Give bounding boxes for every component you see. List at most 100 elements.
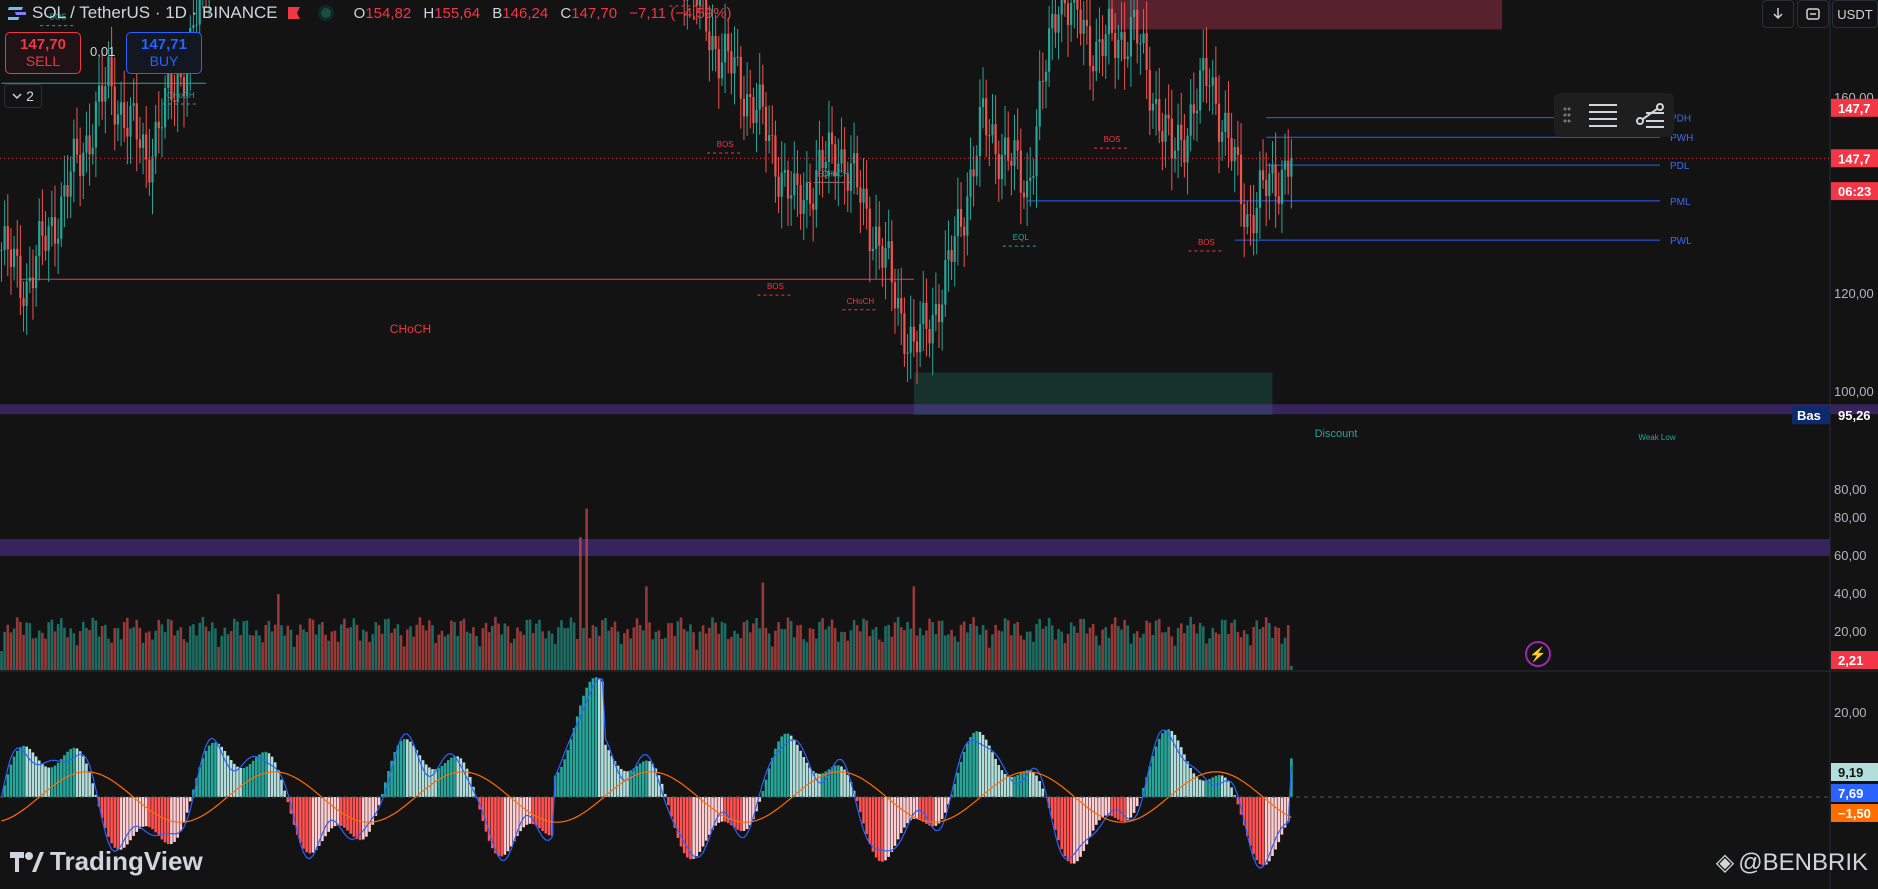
oscillator-bar — [947, 797, 950, 805]
volume-bar — [1072, 626, 1076, 670]
oscillator-bar — [56, 762, 60, 797]
flag-icon[interactable] — [287, 7, 300, 19]
volume-bar — [752, 623, 755, 670]
oscillator-bar — [47, 767, 50, 797]
candle-body — [44, 235, 47, 251]
sell-button[interactable]: 147,70 SELL — [5, 32, 81, 74]
chart-header: SOL / TetherUS · 1D · BINANCE O154,82 H1… — [0, 0, 740, 26]
candle-body — [12, 248, 16, 267]
oscillator-bar — [63, 755, 66, 797]
oscillator-bar — [1164, 729, 1167, 797]
volume-bar — [714, 622, 717, 670]
volume-bar — [1227, 633, 1230, 670]
volume-bar — [843, 631, 846, 670]
volume-bar — [934, 634, 938, 670]
oscillator-bar — [516, 797, 519, 836]
oscillator-bar — [201, 758, 205, 797]
oscillator-bar — [641, 761, 645, 797]
oscillator-bar — [377, 797, 381, 806]
oscillator-bar — [1283, 797, 1287, 828]
oscillator-bar — [887, 797, 890, 857]
oscillator-bar — [843, 769, 846, 797]
download-button[interactable] — [1762, 0, 1794, 28]
volume-bar — [12, 628, 16, 670]
oscillator-bar — [1110, 797, 1114, 817]
object-tree-icon[interactable] — [1587, 101, 1619, 129]
oscillator-bar — [1044, 797, 1048, 798]
volume-bar — [88, 629, 91, 670]
volume-bar — [361, 629, 365, 670]
candle-body — [19, 255, 22, 299]
volume-bar — [462, 618, 466, 670]
symbol-title[interactable]: SOL / TetherUS · 1D · BINANCE — [32, 3, 278, 22]
candle-body — [1035, 126, 1038, 177]
volume-bar — [305, 632, 308, 670]
oscillator-bar — [261, 752, 264, 797]
oscillator-bar — [736, 797, 739, 830]
volume-bar — [478, 646, 481, 670]
volume-bar — [1091, 623, 1095, 670]
drawing-floating-toolbar[interactable] — [1554, 93, 1674, 137]
volume-bar — [522, 634, 526, 670]
volume-bar — [126, 617, 129, 670]
oscillator-bar — [223, 750, 227, 797]
volume-bar — [19, 621, 22, 670]
candle-body — [947, 250, 950, 260]
oscillator-bar — [506, 797, 510, 852]
candle-body — [141, 134, 145, 148]
volume-bar — [994, 624, 997, 670]
candle-body — [742, 98, 746, 117]
level-label-pwl: PWL — [1670, 236, 1692, 247]
oscillator-bar — [1079, 797, 1082, 857]
data-window-icon[interactable] — [1634, 101, 1666, 129]
structure-label-14: BOS — [767, 282, 784, 291]
oscillator-bar — [210, 742, 214, 797]
oscillator-bar — [799, 750, 802, 797]
volume-bar — [311, 619, 315, 670]
candle-body — [60, 196, 63, 239]
candle-body — [1145, 33, 1148, 70]
volume-bar — [538, 619, 541, 670]
volume-bar — [981, 625, 985, 670]
volume-bar — [777, 622, 780, 670]
oscillator-bar — [855, 797, 859, 802]
structure-label-19: BOS — [1104, 135, 1121, 144]
volume-bar — [531, 633, 535, 670]
refresh-button[interactable] — [1797, 0, 1829, 28]
volume-bar — [881, 641, 884, 670]
alert-bolt-icon[interactable]: ⚡ — [1525, 641, 1551, 667]
candle-body — [1265, 179, 1268, 197]
oscillator-bar — [692, 797, 695, 859]
oscillator-bar — [796, 744, 799, 797]
buy-button[interactable]: 147,71 BUY — [126, 32, 202, 74]
volume-bar — [730, 636, 733, 670]
oscillator-bar — [41, 763, 44, 797]
oscillator-bar — [292, 797, 296, 825]
volume-bar — [651, 639, 655, 670]
volume-bar — [748, 632, 752, 670]
oscillator-bar — [723, 797, 727, 822]
volume-bar — [497, 623, 500, 670]
volume-bar — [349, 627, 353, 670]
oscillator-bar — [399, 741, 403, 797]
oscillator-bar — [173, 797, 176, 842]
volume-bar — [308, 618, 312, 670]
volume-bar — [755, 618, 758, 670]
drag-handle-icon[interactable] — [1562, 105, 1572, 125]
volume-bar — [944, 635, 947, 670]
structure-label-0: BOS — [50, 13, 67, 22]
volume-bar — [1082, 619, 1086, 670]
currency-selector[interactable]: USDT — [1832, 0, 1878, 28]
candle-body — [815, 170, 818, 210]
oscillator-axis-tick-0: 20,00 — [1834, 705, 1867, 720]
candle-body — [1246, 214, 1249, 227]
oscillator-bar — [88, 772, 91, 797]
oscillator-bar — [899, 797, 903, 834]
volume-bar — [645, 586, 648, 670]
indicators-toggle[interactable]: 2 — [4, 84, 42, 108]
oscillator-bar — [440, 765, 444, 797]
candle-body — [821, 149, 824, 169]
volume-bar — [119, 639, 123, 670]
oscillator-bar — [988, 745, 991, 797]
